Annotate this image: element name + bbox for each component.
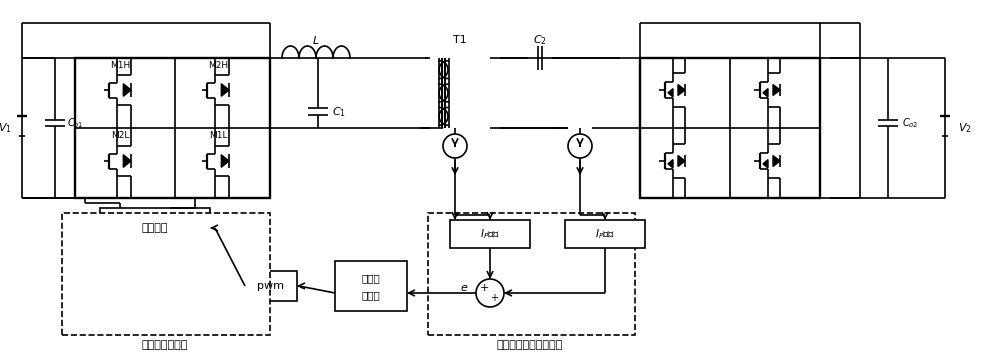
Text: $L$: $L$ <box>312 34 320 46</box>
Bar <box>640 58 820 198</box>
Text: M2H: M2H <box>208 60 228 70</box>
Polygon shape <box>123 84 131 96</box>
Bar <box>75 58 270 198</box>
Text: $C_{o2}$: $C_{o2}$ <box>902 116 919 130</box>
Bar <box>450 220 530 248</box>
Bar <box>335 261 407 311</box>
Polygon shape <box>678 84 685 96</box>
Text: +: + <box>479 283 489 293</box>
Text: 开关管驱动电路: 开关管驱动电路 <box>142 340 188 350</box>
Text: $I_{P}$峰值: $I_{P}$峰值 <box>480 227 500 241</box>
Text: $C_1$: $C_1$ <box>332 105 346 119</box>
Text: 谐振电感电流反馈电路: 谐振电感电流反馈电路 <box>497 340 563 350</box>
Text: $C_2$: $C_2$ <box>533 33 547 47</box>
Polygon shape <box>763 89 768 97</box>
Text: $V_1$: $V_1$ <box>0 121 12 135</box>
Bar <box>428 213 635 335</box>
Text: 偏磁控: 偏磁控 <box>362 274 380 283</box>
Text: $V_2$: $V_2$ <box>958 121 972 135</box>
Polygon shape <box>773 84 780 96</box>
Polygon shape <box>221 84 229 96</box>
Text: M1H: M1H <box>110 60 130 70</box>
Polygon shape <box>123 155 131 167</box>
Polygon shape <box>773 156 780 167</box>
Text: M1L: M1L <box>209 132 227 140</box>
Polygon shape <box>221 155 229 167</box>
Text: 制方法: 制方法 <box>362 290 380 300</box>
Text: +: + <box>490 293 498 303</box>
Text: 驱动模块: 驱动模块 <box>142 223 168 233</box>
Text: T1: T1 <box>453 35 467 45</box>
Polygon shape <box>668 160 673 168</box>
Text: $I_{P}$谷值: $I_{P}$谷值 <box>595 227 615 241</box>
Bar <box>565 220 645 248</box>
Text: pwm: pwm <box>258 281 285 291</box>
Text: $e$: $e$ <box>460 283 468 293</box>
Bar <box>62 213 270 335</box>
Polygon shape <box>678 156 685 167</box>
Bar <box>245 271 297 301</box>
Text: M2L: M2L <box>111 132 129 140</box>
Polygon shape <box>763 160 768 168</box>
Text: $C_{o1}$: $C_{o1}$ <box>67 116 84 130</box>
Bar <box>100 208 210 248</box>
Polygon shape <box>668 89 673 97</box>
